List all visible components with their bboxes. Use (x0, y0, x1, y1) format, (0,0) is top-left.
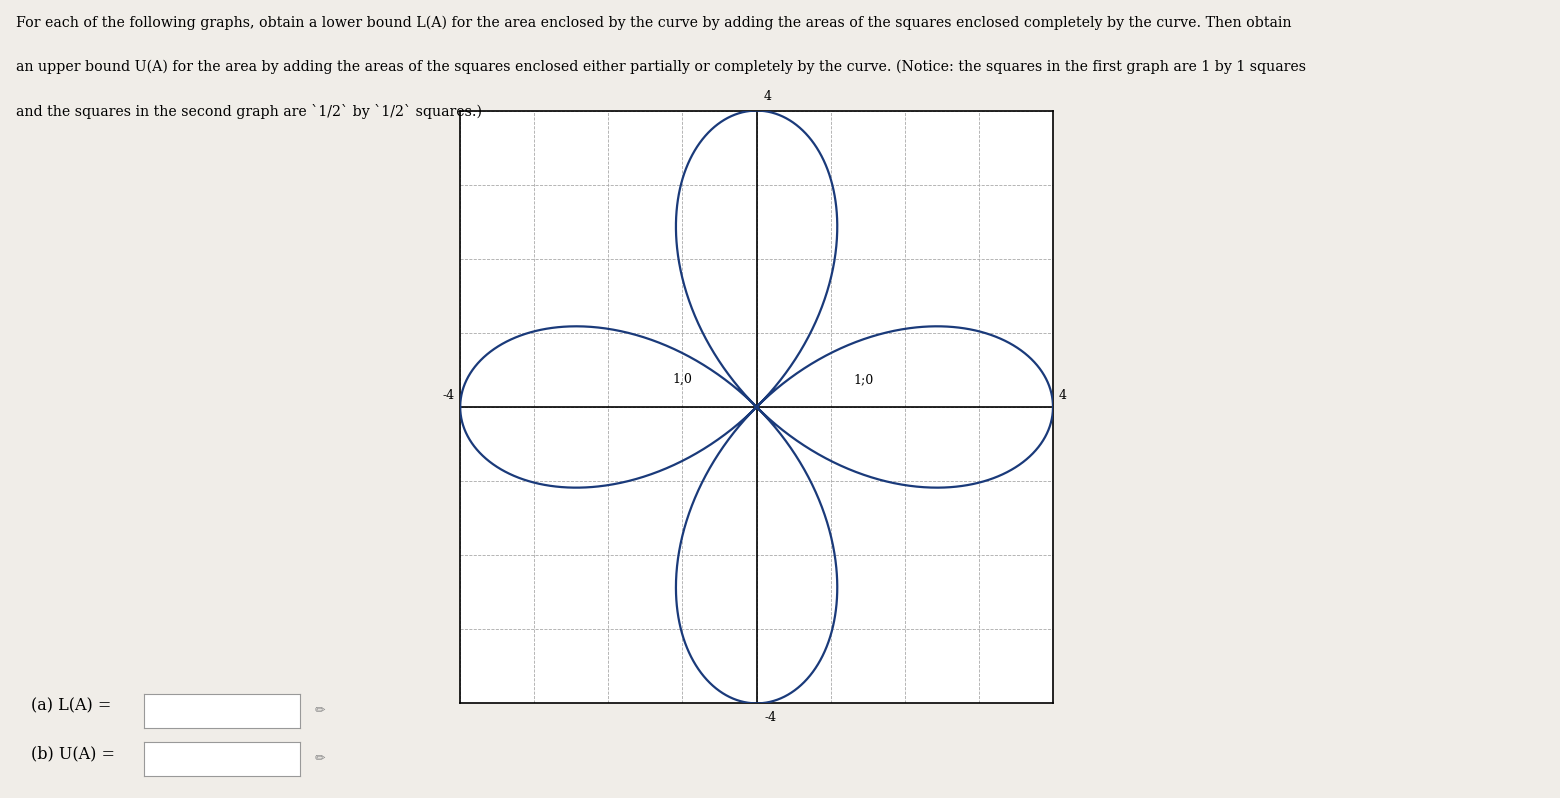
Text: (a) L(A) =: (a) L(A) = (31, 697, 112, 715)
Text: For each of the following graphs, obtain a lower bound L(A) for the area enclose: For each of the following graphs, obtain… (16, 16, 1292, 30)
Text: an upper bound U(A) for the area by adding the areas of the squares enclosed eit: an upper bound U(A) for the area by addi… (16, 60, 1306, 74)
Text: -4: -4 (441, 389, 454, 402)
Text: and the squares in the second graph are `1/2` by `1/2` squares.): and the squares in the second graph are … (16, 104, 482, 119)
Text: 1,0: 1,0 (672, 373, 693, 386)
Text: ✏: ✏ (315, 705, 326, 717)
Text: -4: -4 (764, 711, 777, 724)
Text: 1;0: 1;0 (853, 373, 874, 386)
Text: 4: 4 (1059, 389, 1067, 402)
Text: 4: 4 (764, 90, 772, 103)
Text: ✏: ✏ (315, 753, 326, 765)
Text: (b) U(A) =: (b) U(A) = (31, 745, 115, 763)
